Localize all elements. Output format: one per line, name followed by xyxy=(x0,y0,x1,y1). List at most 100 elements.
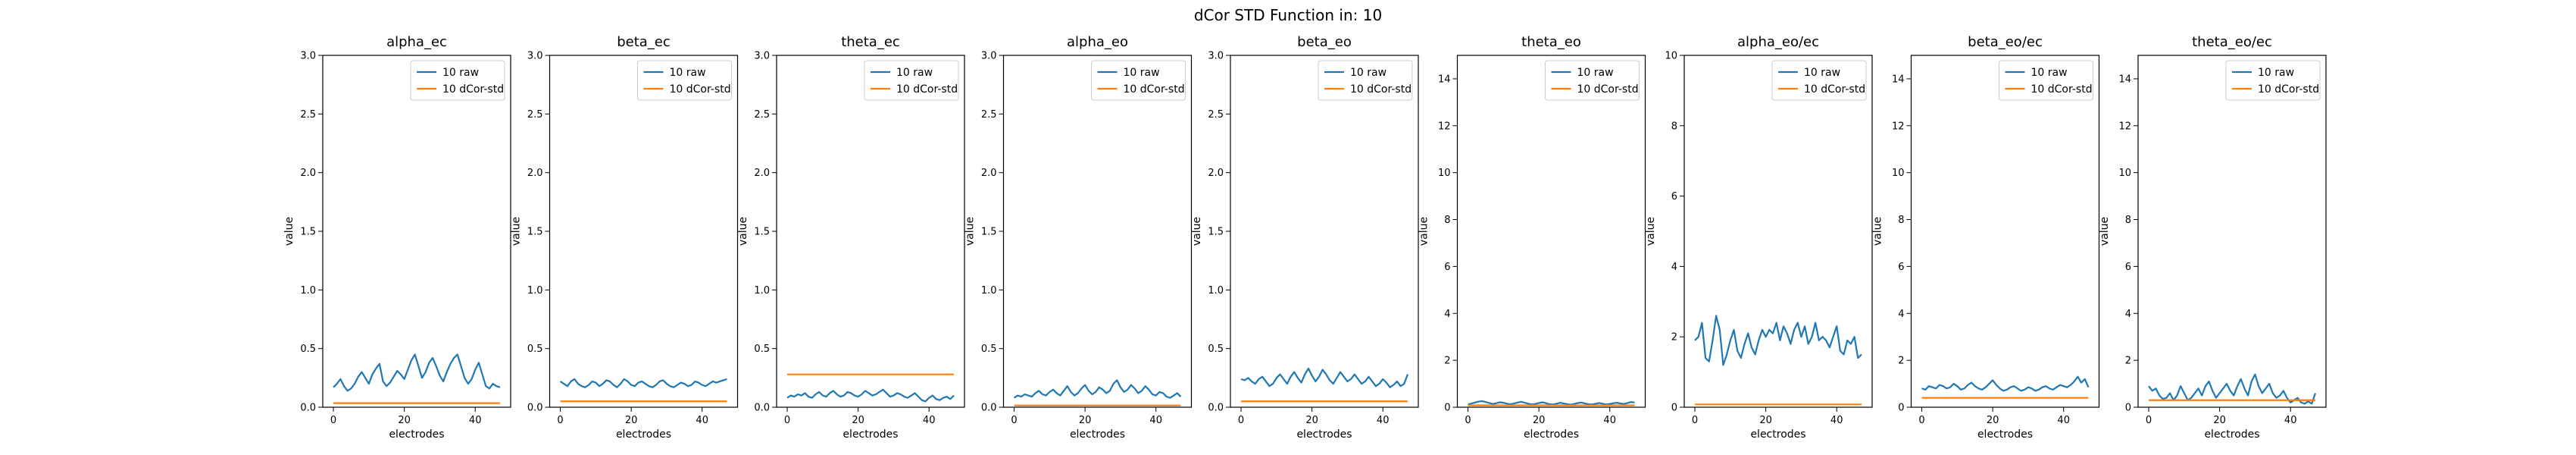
legend-label: 10 dCor-std xyxy=(2258,83,2319,96)
y-tick-label: 0 xyxy=(1444,403,1450,414)
y-tick-label: 2 xyxy=(1671,332,1677,344)
y-tick-label: 6 xyxy=(1898,262,1904,273)
y-tick-label: 1.5 xyxy=(981,227,997,238)
y-tick-label: 0 xyxy=(2125,403,2131,414)
x-tick-label: 40 xyxy=(1149,415,1162,426)
subplot-9: theta_eo/ec 0 20 40 0 2 4 6 8 10 12 14 electrodes val… xyxy=(2099,34,2327,441)
y-tick-label: 0 xyxy=(1671,403,1677,414)
y-tick-label: 0.5 xyxy=(300,344,316,355)
subplot-6: theta_eo 0 20 40 0 2 4 6 8 10 12 14 electrodes value 1… xyxy=(1418,34,1646,441)
x-tick-label: 0 xyxy=(330,415,336,426)
x-tick-label: 20 xyxy=(398,415,411,426)
figure-title: dCor STD Function in: 10 xyxy=(1193,6,1383,24)
legend-label: 10 dCor-std xyxy=(1350,83,1411,96)
y-tick-label: 2.0 xyxy=(1208,168,1224,179)
y-axis-label: value xyxy=(964,217,977,246)
raw-series-line xyxy=(1921,375,2090,392)
x-tick-label: 40 xyxy=(2284,415,2297,426)
x-axis-label: electrodes xyxy=(616,428,671,441)
y-tick-label: 2.5 xyxy=(1208,109,1224,121)
y-tick-label: 2.5 xyxy=(527,109,543,121)
y-tick-label: 6 xyxy=(1444,262,1450,273)
x-tick-label: 40 xyxy=(696,415,708,426)
x-tick-label: 40 xyxy=(1603,415,1616,426)
x-tick-label: 40 xyxy=(1830,415,1843,426)
subplot-title: alpha_eo xyxy=(1067,34,1128,50)
y-tick-label: 1.0 xyxy=(300,285,316,297)
subplot-7: alpha_eo/ec 0 20 40 0 2 4 6 8 10 electrodes value 10… xyxy=(1645,34,1873,441)
legend-label: 10 raw xyxy=(896,67,933,79)
subplot-8: beta_eo/ec 0 20 40 0 2 4 6 8 10 12 14 electrodes valu… xyxy=(1872,34,2100,441)
legend-box xyxy=(2225,60,2321,101)
y-tick-label: 10 xyxy=(1892,168,1905,179)
x-axis-label: electrodes xyxy=(1070,428,1125,441)
raw-series-line xyxy=(1013,379,1182,399)
subplot-2: beta_ec 0 20 40 0.0 0.5 1.0 1.5 2.0 2.5 3.0 electro… xyxy=(511,34,739,441)
raw-series-line xyxy=(559,378,727,388)
legend-label: 10 dCor-std xyxy=(1804,83,1865,96)
subplot-title: theta_eo/ec xyxy=(2192,34,2272,50)
x-axis-label: electrodes xyxy=(389,428,444,441)
axes-frame xyxy=(1230,55,1419,408)
y-tick-label: 2 xyxy=(2125,356,2131,367)
x-tick-label: 0 xyxy=(1918,415,1924,426)
raw-series-line xyxy=(1694,315,1862,366)
legend: 10 raw 10 dCor-std xyxy=(637,60,732,101)
y-tick-label: 10 xyxy=(1665,51,1677,62)
y-tick-label: 0 xyxy=(1898,403,1904,414)
x-axis-label: electrodes xyxy=(1296,428,1352,441)
y-tick-label: 4 xyxy=(1898,309,1904,320)
legend-label: 10 dCor-std xyxy=(1577,83,1639,96)
subplot-title: beta_eo/ec xyxy=(1968,34,2043,50)
y-tick-label: 4 xyxy=(2125,309,2131,320)
y-axis-label: value xyxy=(1191,217,1203,246)
y-tick-label: 2.0 xyxy=(300,168,316,179)
x-tick-label: 0 xyxy=(557,415,563,426)
y-tick-label: 12 xyxy=(1438,121,1451,132)
y-tick-label: 1.5 xyxy=(300,227,316,238)
y-tick-label: 6 xyxy=(1671,191,1677,202)
y-tick-label: 3.0 xyxy=(754,51,770,62)
x-axis-label: electrodes xyxy=(1524,428,1579,441)
x-tick-label: 0 xyxy=(2146,415,2152,426)
raw-series-line xyxy=(333,353,501,392)
x-tick-label: 40 xyxy=(1377,415,1390,426)
y-tick-label: 3.0 xyxy=(1208,51,1224,62)
y-tick-label: 14 xyxy=(1438,74,1451,85)
subplot-1: alpha_ec 0 20 40 0.0 0.5 1.0 1.5 2.0 2.5 3.0 electr… xyxy=(283,34,511,441)
y-tick-label: 3.0 xyxy=(527,51,543,62)
x-tick-label: 20 xyxy=(2213,415,2226,426)
subplot-3: theta_ec 0 20 40 0.0 0.5 1.0 1.5 2.0 2.5 3.0 electr… xyxy=(737,34,965,441)
y-tick-label: 2.0 xyxy=(527,168,543,179)
legend-label: 10 dCor-std xyxy=(442,83,504,96)
y-tick-label: 10 xyxy=(2118,168,2131,179)
legend-label: 10 raw xyxy=(1804,67,1840,79)
y-tick-label: 3.0 xyxy=(300,51,316,62)
y-tick-label: 0.0 xyxy=(527,403,543,414)
y-tick-label: 2.5 xyxy=(981,109,997,121)
y-tick-label: 0.5 xyxy=(754,344,770,355)
y-axis-label: value xyxy=(737,217,749,246)
x-tick-label: 20 xyxy=(1305,415,1318,426)
x-tick-label: 20 xyxy=(625,415,638,426)
y-tick-label: 4 xyxy=(1444,309,1450,320)
y-tick-label: 14 xyxy=(2118,74,2131,85)
y-tick-label: 10 xyxy=(1438,168,1451,179)
subplot-4: alpha_eo 0 20 40 0.0 0.5 1.0 1.5 2.0 2.5 3.0 electr… xyxy=(964,34,1193,441)
y-tick-label: 12 xyxy=(1892,121,1905,132)
legend-label: 10 raw xyxy=(1577,67,1614,79)
axes-frame xyxy=(2137,55,2327,408)
y-tick-label: 12 xyxy=(2118,121,2131,132)
y-axis-label: value xyxy=(1418,217,1430,246)
y-axis-label: value xyxy=(1645,217,1657,246)
legend-label: 10 raw xyxy=(2258,67,2294,79)
subplot-title: alpha_eo/ec xyxy=(1737,34,1819,50)
x-tick-label: 20 xyxy=(1987,415,1999,426)
y-tick-label: 14 xyxy=(1892,74,1905,85)
y-tick-label: 1.5 xyxy=(527,227,543,238)
y-tick-label: 0.5 xyxy=(981,344,997,355)
y-tick-label: 8 xyxy=(1671,121,1677,132)
legend-box xyxy=(1091,60,1186,101)
raw-series-line xyxy=(1240,367,1408,388)
